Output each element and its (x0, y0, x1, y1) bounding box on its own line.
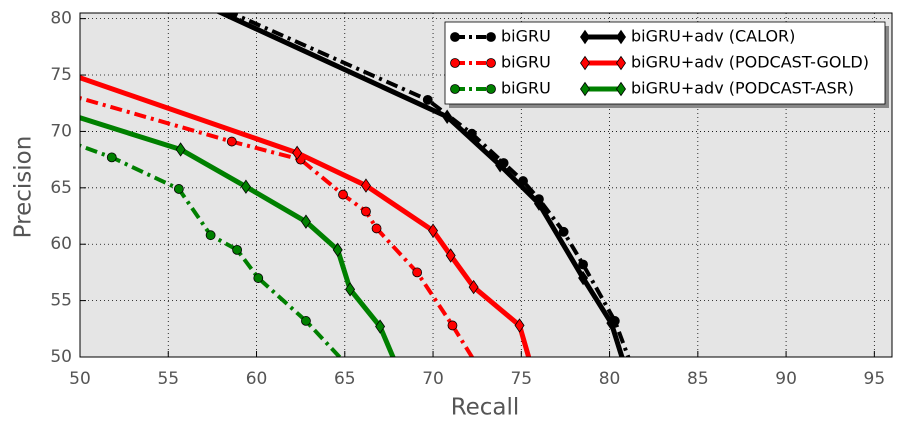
marker (371, 223, 382, 234)
legend-label: biGRU (501, 53, 551, 72)
x-tick-label: 75 (510, 369, 532, 389)
line (80, 115, 396, 357)
x-tick-label: 85 (687, 369, 709, 389)
y-tick-label: 75 (50, 65, 72, 85)
marker (199, 0, 208, 5)
marker (338, 189, 348, 200)
y-tick-label: 70 (50, 121, 72, 141)
marker (253, 273, 264, 283)
marker (240, 179, 251, 194)
marker (292, 145, 303, 161)
marker (175, 142, 186, 157)
x-tick-label: 65 (334, 369, 356, 389)
ticks: 50 55 60 65 70 75 80 85 90 95 50 55 60 65 70 75 80 (50, 9, 885, 389)
x-tick-label: 70 (422, 369, 444, 389)
marker (190, 0, 199, 7)
legend-label: biGRU (501, 79, 551, 98)
marker (495, 158, 506, 173)
marker (578, 270, 589, 286)
marker (360, 178, 371, 193)
legend-marker (580, 29, 590, 45)
legend-marker (450, 58, 460, 68)
x-tick-label: 90 (775, 369, 797, 389)
marker (445, 248, 456, 263)
marker (474, 364, 483, 373)
x-tick-label: 50 (69, 369, 91, 389)
x-tick-label: 60 (246, 369, 268, 389)
marker (514, 318, 525, 333)
legend-marker (580, 55, 590, 71)
marker (628, 364, 637, 373)
marker (232, 244, 243, 255)
legend-marker (616, 55, 626, 71)
marker (173, 184, 184, 194)
legend-box (444, 21, 886, 105)
y-tick-label: 50 (50, 347, 72, 367)
marker (393, 362, 402, 375)
x-tick-label: 55 (157, 369, 179, 389)
legend-marker (486, 58, 496, 68)
marker (301, 316, 311, 326)
marker (58, 106, 67, 119)
legend: biGRU biGRU biGRU biGRU+adv (CALOR) biGRU+ad… (444, 21, 889, 108)
marker (447, 320, 458, 331)
marker (533, 196, 544, 211)
marker (428, 223, 439, 238)
legend-marker (616, 29, 626, 45)
legend-label: biGRU (501, 27, 551, 46)
marker (412, 267, 423, 278)
marker (205, 230, 216, 241)
plot-frame (79, 12, 893, 358)
marker (422, 94, 433, 105)
marker (558, 226, 569, 237)
y-tick-label: 65 (50, 178, 72, 198)
marker (300, 214, 311, 229)
y-tick-label: 80 (50, 9, 72, 29)
marker (375, 319, 386, 334)
legend-label: biGRU+adv (PODCAST-GOLD) (631, 53, 869, 72)
x-tick-label: 80 (599, 369, 621, 389)
line (80, 75, 532, 357)
marker (606, 315, 617, 331)
marker (468, 279, 479, 295)
line (80, 143, 343, 357)
series (58, 106, 402, 375)
series-group (58, 0, 637, 375)
series (80, 75, 532, 357)
marker (58, 89, 67, 98)
marker (226, 136, 237, 147)
legend-marker (486, 84, 496, 94)
x-tick-label: 95 (864, 369, 886, 389)
marker (106, 152, 117, 163)
marker (578, 259, 588, 270)
y-axis-label: Precision (11, 136, 37, 239)
legend-label: biGRU+adv (PODCAST-ASR) (631, 79, 854, 98)
legend-marker (450, 84, 460, 94)
line (226, 13, 631, 357)
x-axis-label: Recall (451, 395, 520, 421)
marker (345, 282, 356, 297)
legend-marker (616, 81, 626, 97)
y-tick-label: 60 (50, 234, 72, 254)
marker (622, 355, 625, 357)
marker (361, 206, 371, 217)
legend-marker (486, 32, 496, 42)
marker (442, 109, 453, 124)
legend-marker (450, 32, 460, 42)
series (190, 0, 625, 357)
legend-label: biGRU+adv (CALOR) (631, 27, 795, 46)
marker (332, 242, 343, 258)
legend-marker (580, 81, 590, 97)
series (80, 143, 343, 357)
y-tick-label: 55 (50, 291, 72, 311)
